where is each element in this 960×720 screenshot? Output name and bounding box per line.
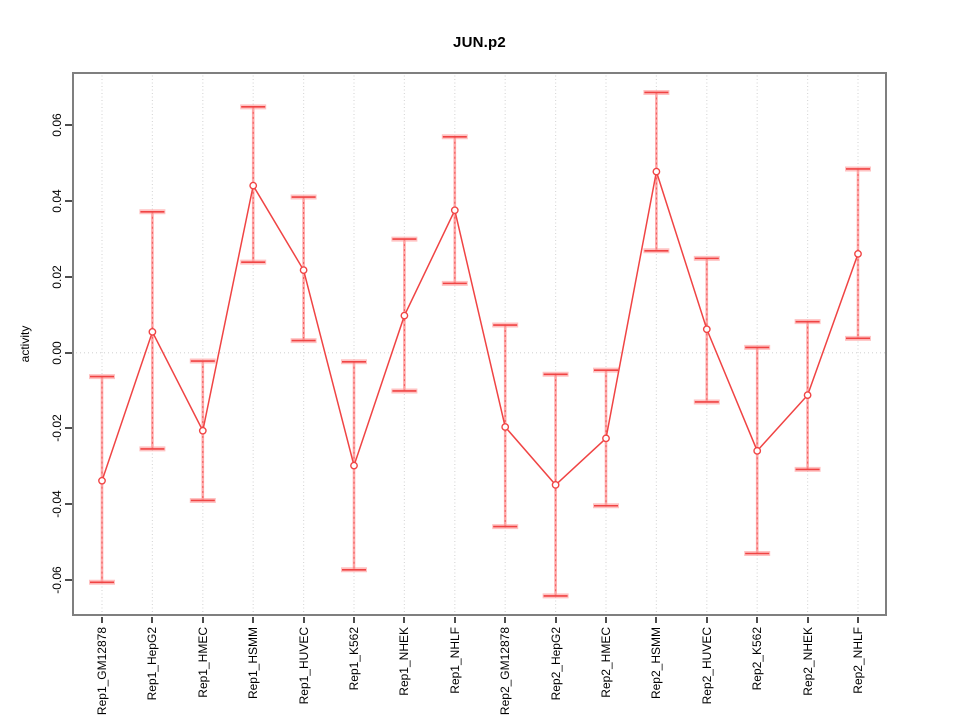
x-tick-label: Rep2_GM12878: [498, 627, 513, 716]
x-tick-label: Rep1_HUVEC: [296, 627, 311, 705]
data-point: [551, 481, 560, 489]
data-point: [753, 446, 762, 455]
x-tick-mark: [201, 617, 204, 623]
y-tick-label: 0.00: [50, 341, 64, 365]
x-tick-label: Rep1_HepG2: [145, 627, 160, 701]
y-tick-mark: [65, 579, 72, 581]
x-tick-mark: [504, 617, 507, 623]
y-axis-label: activity: [18, 325, 32, 363]
x-tick-mark: [252, 617, 255, 623]
chart-svg: [72, 72, 887, 616]
data-point: [98, 476, 106, 485]
x-tick-label: Rep2_NHLF: [851, 627, 865, 694]
x-tick-label: Rep1_HMEC: [195, 627, 210, 698]
x-tick-mark: [705, 617, 708, 623]
y-tick-mark: [65, 503, 72, 506]
x-tick-label: Rep2_HSMM: [649, 627, 664, 700]
x-tick-mark: [453, 617, 456, 623]
x-tick-label: Rep2_NHEK: [800, 627, 815, 696]
x-tick-label: Rep1_NHEK: [397, 627, 412, 696]
y-tick-label: 0.06: [50, 113, 64, 138]
x-tick-mark: [353, 617, 355, 623]
y-tick-mark: [65, 427, 72, 430]
y-tick-mark: [65, 275, 72, 278]
data-point: [350, 461, 358, 470]
y-tick-label: -0.02: [50, 414, 64, 443]
y-tick-mark: [65, 351, 72, 354]
y-tick-mark: [65, 124, 72, 127]
data-point: [501, 423, 510, 431]
y-tick-label: -0.06: [50, 566, 64, 594]
x-tick-mark: [403, 617, 406, 623]
x-tick-mark: [756, 617, 759, 623]
series-line: [101, 171, 859, 487]
y-tick-label: 0.02: [50, 265, 64, 289]
x-tick-label: Rep1_GM12878: [95, 627, 109, 716]
x-tick-mark: [554, 617, 557, 623]
data-point: [854, 249, 862, 258]
x-tick-label: Rep1_NHLF: [447, 627, 462, 694]
data-point: [299, 266, 308, 275]
x-tick-label: Rep2_HepG2: [548, 627, 563, 701]
data-point: [148, 327, 157, 336]
x-tick-label: Rep2_HMEC: [599, 627, 613, 698]
data-point: [400, 311, 409, 320]
x-tick-mark: [101, 617, 103, 623]
data-point: [803, 391, 812, 400]
data-point: [198, 426, 207, 435]
y-tick-label: 0.04: [50, 189, 64, 213]
x-tick-label: Rep2_K562: [750, 627, 765, 691]
x-tick-mark: [302, 617, 305, 623]
data-point: [249, 181, 258, 190]
y-tick-label: -0.04: [50, 490, 64, 518]
data-point: [702, 325, 711, 334]
data-point: [602, 434, 610, 443]
chart-title: JUN.p2: [453, 34, 506, 51]
x-tick-mark: [806, 617, 809, 623]
data-point: [652, 167, 661, 176]
x-tick-label: Rep2_HUVEC: [699, 627, 714, 705]
x-tick-label: Rep1_K562: [347, 627, 361, 691]
x-tick-mark: [605, 617, 607, 623]
x-tick-mark: [151, 617, 154, 623]
x-tick-mark: [857, 617, 859, 623]
x-tick-label: Rep1_HSMM: [246, 627, 261, 700]
data-point: [450, 206, 459, 215]
x-tick-mark: [655, 617, 658, 623]
y-tick-mark: [65, 200, 72, 203]
